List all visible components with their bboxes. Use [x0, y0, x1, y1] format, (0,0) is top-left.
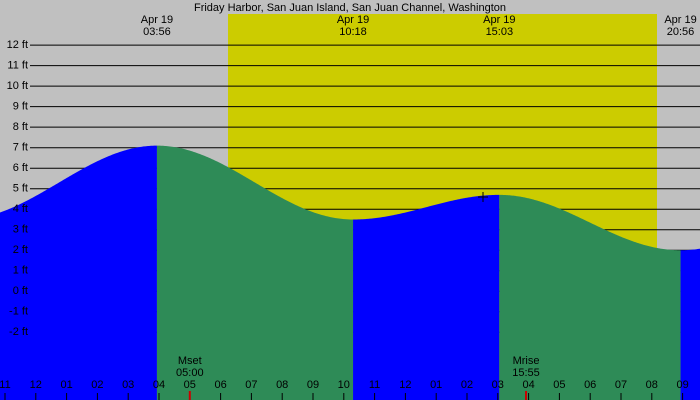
- y-tick-label: 3 ft: [13, 224, 28, 236]
- y-tick-label: 6 ft: [13, 162, 28, 174]
- y-tick-label: 5 ft: [13, 183, 28, 195]
- hour-label: 08: [646, 379, 658, 391]
- extreme-date: Apr 19: [337, 14, 369, 26]
- hour-label: 04: [153, 379, 165, 391]
- moon-time: 05:00: [176, 367, 204, 379]
- y-tick-label: -1 ft: [9, 306, 28, 318]
- moon-event: Mset: [178, 355, 202, 367]
- current-time-cursor: [478, 192, 488, 202]
- y-tick-label: 7 ft: [13, 142, 28, 154]
- hour-label: 06: [214, 379, 226, 391]
- hour-label: 07: [615, 379, 627, 391]
- y-tick-label: 2 ft: [13, 244, 28, 256]
- hour-label: 08: [276, 379, 288, 391]
- extreme-time: 20:56: [667, 26, 695, 38]
- ebb-tide: [156, 145, 354, 400]
- hour-label: 03: [492, 379, 504, 391]
- extreme-time: 10:18: [339, 26, 367, 38]
- hour-label: 07: [245, 379, 257, 391]
- flood-tide: [353, 194, 500, 400]
- hour-label: 09: [676, 379, 688, 391]
- y-tick-label: -2 ft: [9, 326, 28, 338]
- hour-label: 09: [307, 379, 319, 391]
- flood-tide: [0, 145, 157, 400]
- y-tick-label: 9 ft: [13, 101, 28, 113]
- hour-label: 06: [584, 379, 596, 391]
- hour-label: 02: [91, 379, 103, 391]
- moon-time: 15:55: [512, 367, 540, 379]
- hour-label: 10: [338, 379, 350, 391]
- hour-label: 01: [60, 379, 72, 391]
- hour-label: 12: [399, 379, 411, 391]
- hour-label: 04: [522, 379, 534, 391]
- ebb-tide: [499, 194, 681, 400]
- hour-label: 05: [184, 379, 196, 391]
- hour-label: 02: [461, 379, 473, 391]
- hour-label: 01: [430, 379, 442, 391]
- extreme-date: Apr 19: [483, 14, 515, 26]
- y-tick-label: 1 ft: [13, 265, 28, 277]
- hour-label: 11: [0, 379, 11, 391]
- y-tick-label: 8 ft: [13, 121, 28, 133]
- hour-label: 12: [30, 379, 42, 391]
- hour-label: 11: [369, 379, 380, 391]
- y-tick-label: 10 ft: [7, 80, 28, 92]
- extreme-time: 03:56: [143, 26, 171, 38]
- extreme-date: Apr 19: [664, 14, 696, 26]
- moon-event: Mrise: [513, 355, 540, 367]
- y-tick-label: 0 ft: [13, 285, 28, 297]
- y-tick-label: 12 ft: [7, 39, 28, 51]
- extreme-date: Apr 19: [141, 14, 173, 26]
- flood-tide: [680, 248, 700, 400]
- extreme-time: 15:03: [486, 26, 514, 38]
- hour-label: 05: [553, 379, 565, 391]
- chart-title: Friday Harbor, San Juan Island, San Juan…: [194, 2, 506, 14]
- y-tick-label: 4 ft: [13, 203, 28, 215]
- hour-label: 03: [122, 379, 134, 391]
- y-tick-label: 11 ft: [7, 60, 28, 72]
